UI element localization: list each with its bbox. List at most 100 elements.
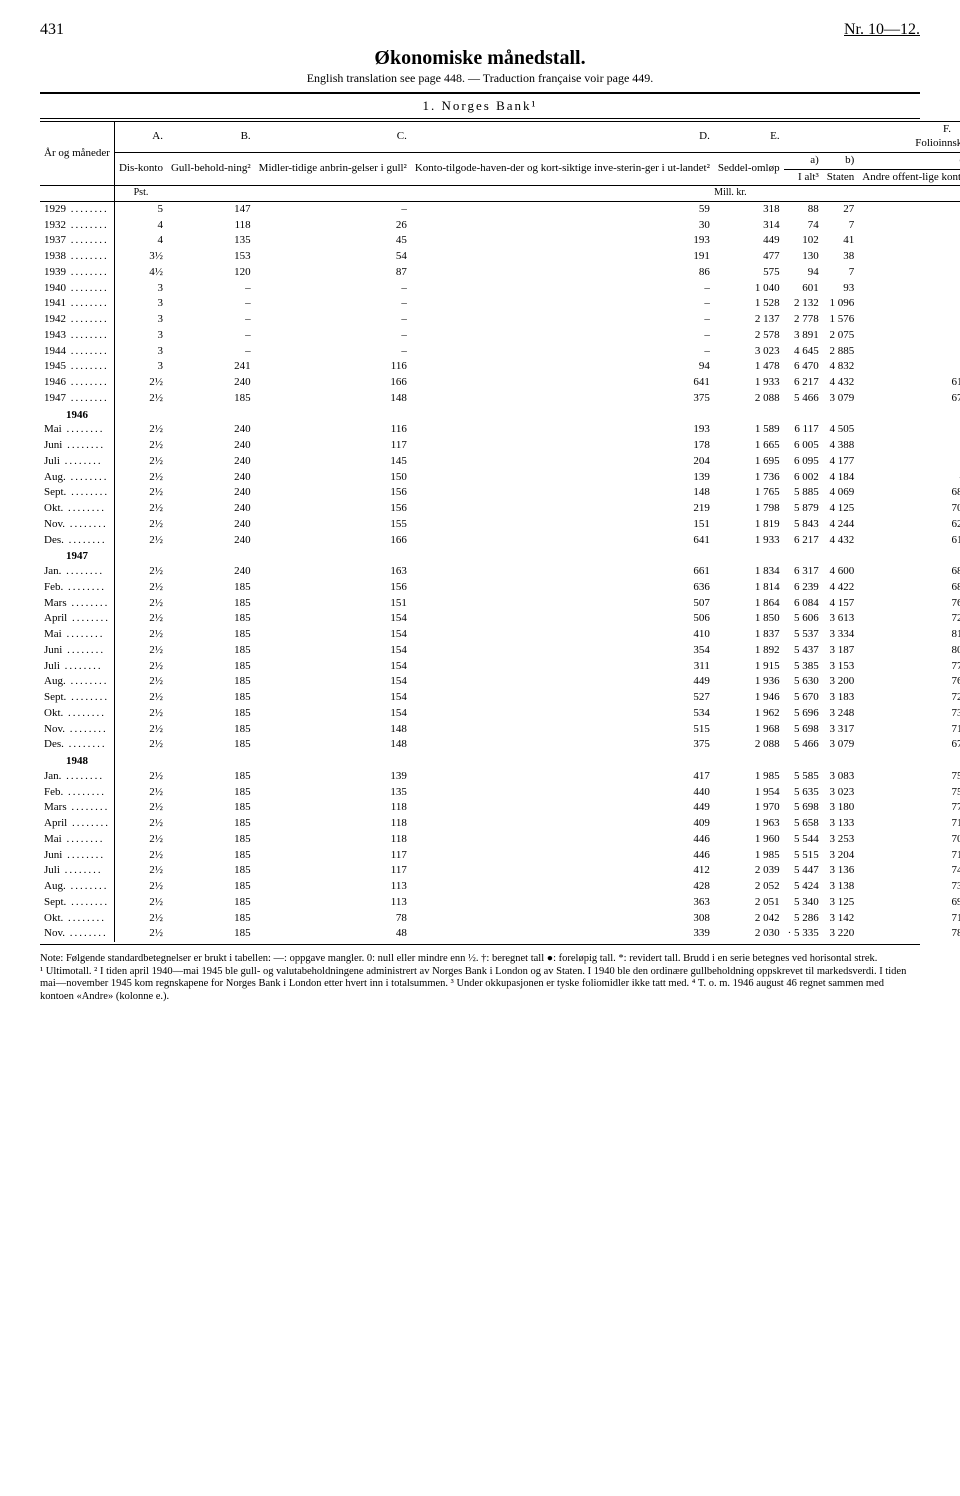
cell: 601 xyxy=(784,281,823,297)
cell: 88 xyxy=(784,201,823,217)
cell: 3 891 xyxy=(784,328,823,344)
table-row: Aug.2½1851134282 0525 4243 1387361 17537… xyxy=(40,879,960,895)
issue-number: Nr. 10—12. xyxy=(844,20,920,40)
cell: – xyxy=(255,281,411,297)
cell: 3 153 xyxy=(823,659,859,675)
cell: 7 xyxy=(823,218,859,234)
cell: 717 xyxy=(858,816,960,832)
row-label: April xyxy=(40,611,114,627)
cell: – xyxy=(411,296,714,312)
cell: 5 635 xyxy=(784,785,823,801)
cell: 2½ xyxy=(114,454,167,470)
cell: 5 879 xyxy=(784,501,823,517)
table-row: Jan.2½2401636611 8346 3174 6006836334019… xyxy=(40,564,960,580)
cell: 1 576 xyxy=(823,312,859,328)
cell: 1 814 xyxy=(714,580,784,596)
cell: – xyxy=(858,296,960,312)
cell: 773 xyxy=(858,800,960,816)
cell: 354 xyxy=(411,643,714,659)
cell: 2 051 xyxy=(714,895,784,911)
cell: 5 515 xyxy=(784,848,823,864)
cell: 5 466 xyxy=(784,737,823,753)
cell: 5 340 xyxy=(784,895,823,911)
cell: – xyxy=(858,454,960,470)
cell: 219 xyxy=(411,501,714,517)
cell: 2½ xyxy=(114,911,167,927)
cell: 731 xyxy=(858,706,960,722)
cell: 87 xyxy=(255,265,411,281)
cell: 4 157 xyxy=(823,596,859,612)
row-label: 1945 xyxy=(40,359,114,375)
cell: 1 736 xyxy=(714,470,784,486)
cell: 5 424 xyxy=(784,879,823,895)
cell: 308 xyxy=(411,911,714,927)
cell: 1 096 xyxy=(823,296,859,312)
year-label: 1946 xyxy=(40,407,114,423)
cell: 417 xyxy=(411,769,714,785)
row-label: 1938 xyxy=(40,249,114,265)
row-label: Mai xyxy=(40,832,114,848)
cell: 3 xyxy=(114,328,167,344)
col-fc: c) xyxy=(858,152,960,169)
cell: 750 xyxy=(858,769,960,785)
cell: – xyxy=(858,438,960,454)
cell: 7 xyxy=(823,265,859,281)
cell: 2½ xyxy=(114,596,167,612)
row-label: Mai xyxy=(40,422,114,438)
cell: 185 xyxy=(167,926,255,942)
table-row: 19453241116941 4786 4704 832–67995949021 xyxy=(40,359,960,375)
cell: 2½ xyxy=(114,690,167,706)
cell: –. xyxy=(858,470,960,486)
table-row: April2½1851184091 9635 6583 1337171 3045… xyxy=(40,816,960,832)
cell: – xyxy=(858,422,960,438)
cell: 3 133 xyxy=(823,816,859,832)
cell: 1 970 xyxy=(714,800,784,816)
row-label: April xyxy=(40,816,114,832)
cell: 5 696 xyxy=(784,706,823,722)
cell: 766 xyxy=(858,596,960,612)
row-label: Aug. xyxy=(40,879,114,895)
cell: 156 xyxy=(255,580,411,596)
cell: 2½ xyxy=(114,627,167,643)
cell: 118 xyxy=(255,800,411,816)
row-label: Juni xyxy=(40,643,114,659)
cell: 363 xyxy=(411,895,714,911)
cell: 185 xyxy=(167,643,255,659)
cell: 1 850 xyxy=(714,611,784,627)
cell: 6 002 xyxy=(784,470,823,486)
cell: 145 xyxy=(255,454,411,470)
cell: 692 xyxy=(858,895,960,911)
row-label: 1941 xyxy=(40,296,114,312)
cell: 6 239 xyxy=(784,580,823,596)
row-label: 1944 xyxy=(40,344,114,360)
cell: 4 505 xyxy=(823,422,859,438)
col-fa: a) xyxy=(784,152,823,169)
cell: 93 xyxy=(823,281,859,297)
cell: 440 xyxy=(411,785,714,801)
cell: 1 962 xyxy=(714,706,784,722)
cell: 185 xyxy=(167,785,255,801)
cell: 240 xyxy=(167,501,255,517)
cell: 1 954 xyxy=(714,785,784,801)
cell: 1 040 xyxy=(714,281,784,297)
cell: 185 xyxy=(167,580,255,596)
table-row: Okt.2½185783082 0425 2863 1427121 125307… xyxy=(40,911,960,927)
cell: 641 xyxy=(411,375,714,391)
cell: 5 698 xyxy=(784,800,823,816)
col-f: F.Folioinnskudd xyxy=(784,122,960,153)
cell: 786 xyxy=(858,926,960,942)
cell: 5 437 xyxy=(784,643,823,659)
cell: 2½ xyxy=(114,611,167,627)
cell: 45 xyxy=(255,233,411,249)
cell: 148 xyxy=(255,737,411,753)
cell: 30 xyxy=(411,218,714,234)
cell: 1 915 xyxy=(714,659,784,675)
cell: 3 142 xyxy=(823,911,859,927)
cell: 720 xyxy=(858,611,960,627)
cell: 86 xyxy=(411,265,714,281)
cell: 240 xyxy=(167,438,255,454)
year-label: 1947 xyxy=(40,548,114,564)
cell: 150 xyxy=(255,470,411,486)
cell: – xyxy=(167,312,255,328)
cell: 800 xyxy=(858,643,960,659)
